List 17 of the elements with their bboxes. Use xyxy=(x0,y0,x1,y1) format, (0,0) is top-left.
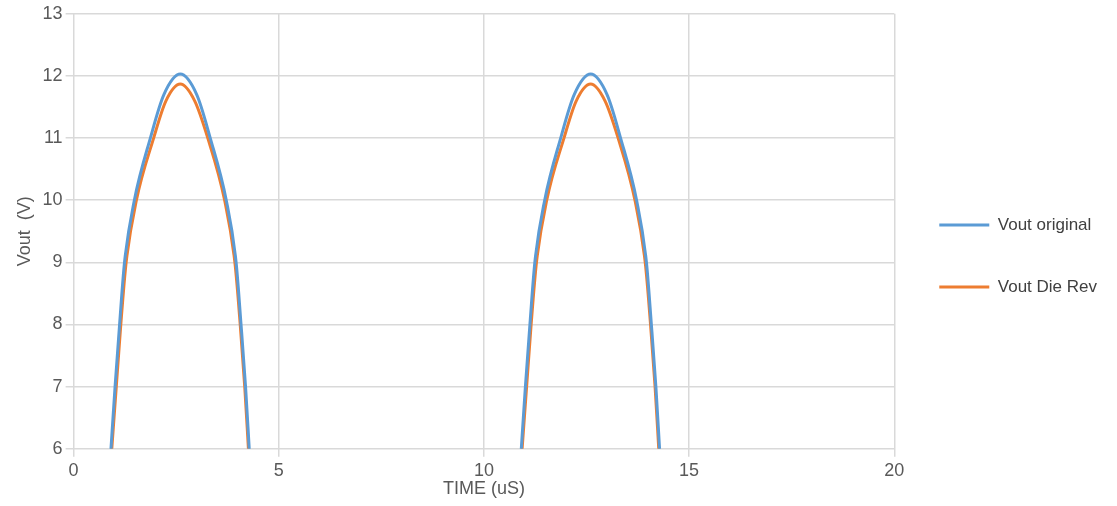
legend-label: Vout original xyxy=(997,214,1092,234)
x-tick-label: 20 xyxy=(884,459,905,480)
y-tick-label: 6 xyxy=(52,437,63,458)
legend-label: Vout Die Rev xyxy=(997,276,1098,296)
y-tick-label: 7 xyxy=(52,375,63,396)
x-tick-label: 15 xyxy=(679,459,700,480)
y-tick-label: 8 xyxy=(52,313,63,334)
y-tick-label: 11 xyxy=(43,127,63,148)
y-tick-label: 9 xyxy=(52,251,63,272)
x-tick-label: 5 xyxy=(273,459,284,480)
x-tick-label: 0 xyxy=(68,459,79,480)
y-tick-label: 12 xyxy=(42,64,63,85)
y-axis-title: Vout (V) xyxy=(13,196,34,267)
x-tick-label: 10 xyxy=(473,459,494,480)
x-axis-title: TIME (uS) xyxy=(442,478,525,499)
y-tick-label: 13 xyxy=(42,2,63,23)
y-tick-label: 10 xyxy=(42,189,63,210)
